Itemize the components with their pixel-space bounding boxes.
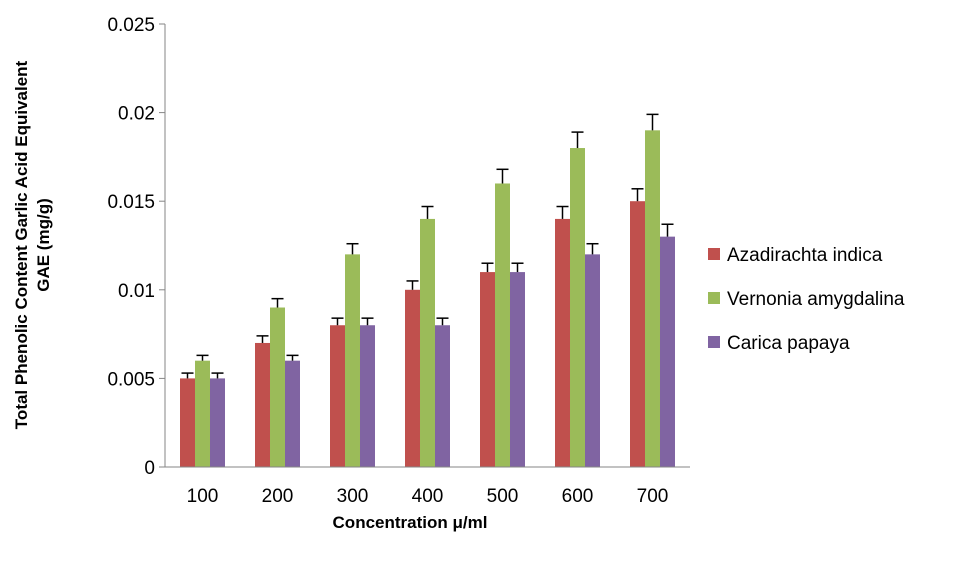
x-tick-label: 600 bbox=[562, 486, 594, 507]
legend-label: Carica papaya bbox=[727, 333, 850, 354]
y-tick-label: 0 bbox=[144, 458, 155, 479]
bar bbox=[330, 325, 345, 467]
bar bbox=[210, 378, 225, 467]
bar bbox=[270, 307, 285, 467]
bar bbox=[495, 183, 510, 468]
x-tick-label: 400 bbox=[412, 486, 444, 507]
x-tick-label: 200 bbox=[262, 486, 294, 507]
y-axis-title-line: GAE (mg/g) bbox=[34, 198, 53, 292]
x-axis-title: Concentration μ/ml bbox=[333, 513, 488, 532]
bar bbox=[630, 201, 645, 467]
bar bbox=[480, 272, 495, 467]
legend: Azadirachta indica Vernonia amygdalina Car… bbox=[708, 245, 905, 354]
y-tick-label: 0.025 bbox=[107, 15, 155, 36]
bar bbox=[435, 325, 450, 467]
legend-label: Vernonia amygdalina bbox=[727, 289, 905, 310]
bar bbox=[420, 218, 435, 467]
error-bars bbox=[181, 113, 674, 379]
legend-swatch bbox=[708, 292, 720, 304]
y-tick-label: 0.015 bbox=[107, 192, 155, 213]
x-tick-label: 300 bbox=[337, 486, 369, 507]
bar bbox=[195, 360, 210, 467]
bar bbox=[645, 130, 660, 467]
x-axis-ticks: 100 200 300 400 500 600 700 bbox=[187, 486, 669, 507]
y-axis-title: Total Phenolic Content Garlic Acid Equiv… bbox=[12, 60, 53, 429]
x-tick-label: 700 bbox=[637, 486, 669, 507]
y-tick-label: 0.02 bbox=[118, 104, 155, 125]
bar bbox=[255, 342, 270, 467]
bar bbox=[405, 289, 420, 467]
bar bbox=[345, 254, 360, 467]
y-axis-ticks: 0 0.005 0.01 0.015 0.02 0.025 bbox=[107, 15, 165, 479]
bar bbox=[360, 325, 375, 467]
bar bbox=[285, 360, 300, 467]
bars bbox=[180, 130, 675, 468]
bar bbox=[510, 272, 525, 467]
y-tick-label: 0.005 bbox=[107, 369, 155, 390]
axes bbox=[164, 24, 690, 468]
bar bbox=[555, 218, 570, 467]
bar bbox=[570, 148, 585, 468]
y-tick-label: 0.01 bbox=[118, 281, 155, 302]
legend-swatch bbox=[708, 248, 720, 260]
bar bbox=[585, 254, 600, 467]
y-axis-title-line: Total Phenolic Content Garlic Acid Equiv… bbox=[12, 60, 31, 429]
x-tick-label: 500 bbox=[487, 486, 519, 507]
bar bbox=[660, 236, 675, 467]
legend-swatch bbox=[708, 336, 720, 348]
bar bbox=[180, 378, 195, 467]
x-tick-label: 100 bbox=[187, 486, 219, 507]
legend-label: Azadirachta indica bbox=[727, 245, 883, 266]
